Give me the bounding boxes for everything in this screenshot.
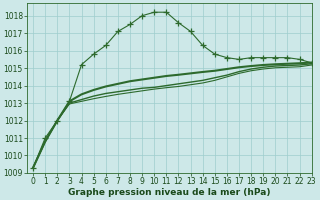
X-axis label: Graphe pression niveau de la mer (hPa): Graphe pression niveau de la mer (hPa) <box>68 188 271 197</box>
